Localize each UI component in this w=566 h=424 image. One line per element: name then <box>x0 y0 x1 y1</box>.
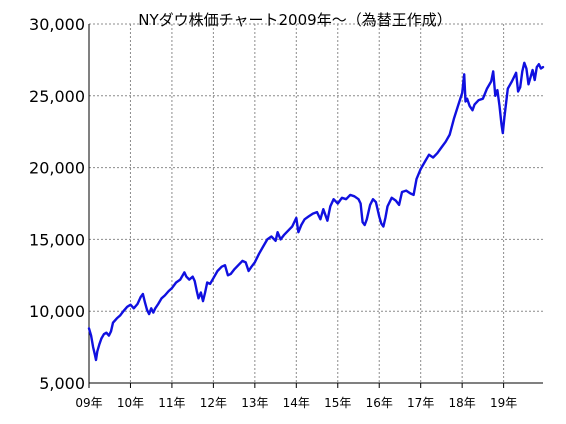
y-tick-label: 15,000 <box>29 230 85 249</box>
x-tick-label: 11年 <box>158 396 185 410</box>
x-tick-label: 15年 <box>324 396 351 410</box>
x-tick-label: 19年 <box>490 396 517 410</box>
y-tick-label: 30,000 <box>29 15 85 34</box>
series-layer <box>87 61 545 362</box>
x-tick-label: 12年 <box>200 396 227 410</box>
x-tick-label: 13年 <box>241 396 268 410</box>
axis-layer <box>88 24 543 388</box>
y-tick-label: 10,000 <box>29 302 85 321</box>
x-tick-labels: 09年 10年 11年 12年 13年 14年 15年 16年 17年 18年 19年 <box>75 396 517 410</box>
x-tick-label: 09年 <box>75 396 102 410</box>
chart-title: NYダウ株価チャート2009年～（為替王作成） <box>138 11 451 29</box>
x-tick-label: 17年 <box>407 396 434 410</box>
x-tick-label: 10年 <box>117 396 144 410</box>
y-tick-label: 25,000 <box>29 87 85 106</box>
y-tick-labels: 5,000 10,000 15,000 20,000 25,000 30,000 <box>29 15 85 393</box>
y-tick-label: 20,000 <box>29 159 85 178</box>
x-tick-label: 14年 <box>283 396 310 410</box>
series-line-0 <box>87 61 545 362</box>
x-tick-label: 16年 <box>366 396 393 410</box>
x-tick-label: 18年 <box>449 396 476 410</box>
grid-layer <box>89 23 543 383</box>
y-tick-label: 5,000 <box>39 374 85 393</box>
